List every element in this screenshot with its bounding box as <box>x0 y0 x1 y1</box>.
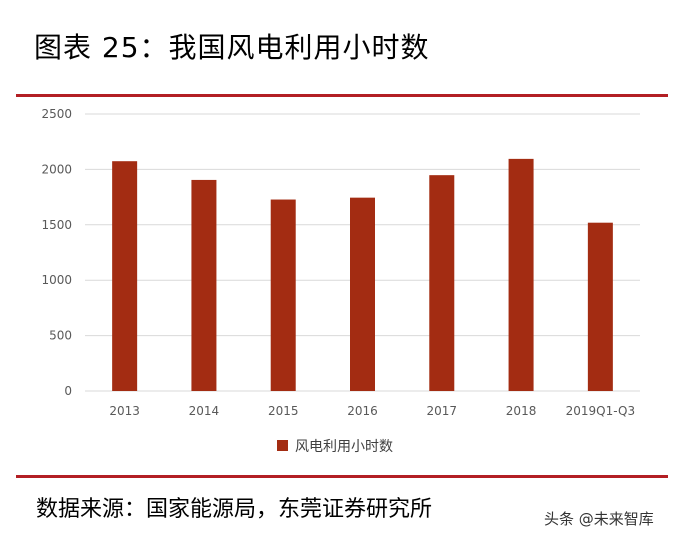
data-source: 数据来源：国家能源局，东莞证券研究所 <box>36 497 433 522</box>
x-tick-label: 2014 <box>189 404 220 418</box>
legend: 风电利用小时数 <box>277 439 393 455</box>
chart-title: 图表 25：我国风电利用小时数 <box>34 31 430 64</box>
x-tick-label: 2016 <box>347 404 378 418</box>
y-tick-label: 2000 <box>41 162 72 176</box>
legend-swatch <box>277 440 288 451</box>
top-divider <box>16 94 668 97</box>
x-tick-label: 2013 <box>109 404 140 418</box>
x-tick-label: 2018 <box>506 404 537 418</box>
bar-2019Q1-Q3 <box>587 222 613 391</box>
bar-2018 <box>508 158 534 391</box>
watermark: 头条 @未来智库 <box>544 510 654 528</box>
x-tick-label: 2017 <box>427 404 458 418</box>
x-tick-label: 2015 <box>268 404 299 418</box>
y-tick-label: 1000 <box>41 273 72 287</box>
bar-2013 <box>112 161 138 391</box>
bars <box>112 158 613 391</box>
y-tick-label: 1500 <box>41 218 72 232</box>
y-tick-label: 2500 <box>41 107 72 121</box>
y-tick-label: 500 <box>49 329 72 343</box>
x-tick-label: 2019Q1-Q3 <box>566 404 635 418</box>
bottom-divider <box>16 475 668 478</box>
bar-2015 <box>270 199 296 391</box>
bar-2016 <box>350 197 375 391</box>
y-tick-label: 0 <box>64 384 72 398</box>
legend-label: 风电利用小时数 <box>295 439 393 455</box>
bar-2014 <box>191 179 217 391</box>
x-tick-labels: 2013 2014 2015 2016 2017 2018 2019Q1-Q3 <box>109 404 635 418</box>
y-tick-labels: 0 500 1000 1500 2000 2500 <box>41 107 72 398</box>
bar-2017 <box>429 175 455 391</box>
